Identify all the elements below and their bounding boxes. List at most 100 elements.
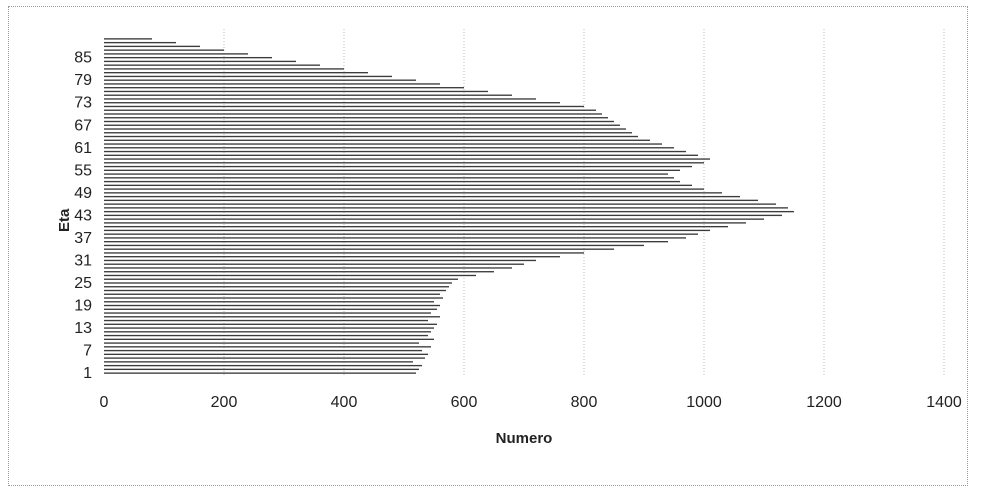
grid-layer	[223, 29, 945, 375]
bar-age-50	[104, 188, 704, 190]
y-tick-label: 73	[74, 95, 92, 112]
bar-age-79	[104, 79, 416, 81]
bar-age-31	[104, 259, 536, 262]
bar-age-8	[104, 346, 431, 348]
y-tick-label: 31	[74, 252, 92, 269]
y-tick-label: 61	[74, 140, 92, 157]
x-axis-title: Numero	[496, 430, 553, 447]
x-tick-label: 600	[451, 394, 478, 411]
bar-age-2	[104, 368, 419, 371]
bar-age-75	[104, 94, 512, 96]
bar-age-35	[104, 244, 644, 247]
bar-age-4	[104, 361, 413, 363]
x-tick-label: 1000	[686, 394, 722, 411]
x-tick-label: 1400	[926, 394, 962, 411]
bar-age-90	[104, 38, 152, 40]
bar-age-6	[104, 353, 428, 356]
bar-age-9	[104, 342, 419, 344]
y-tick-label: 67	[74, 117, 92, 134]
bar-age-42	[104, 218, 764, 220]
x-tick-label: 0	[100, 394, 109, 411]
y-tick-label: 55	[74, 162, 92, 179]
bar-age-28	[104, 271, 494, 273]
bar-age-46	[104, 203, 776, 205]
bar-age-14	[104, 323, 437, 325]
bar-age-77	[104, 87, 464, 89]
bar-age-72	[104, 105, 584, 108]
bar-age-76	[104, 90, 488, 93]
bar-age-16	[104, 316, 440, 318]
bar-age-38	[104, 233, 698, 235]
bar-age-60	[104, 150, 686, 153]
chart-frame: 1 7 13 19 25 31 37 43 49 55 61 67 73 79 85 0 200 400 600 8…	[8, 6, 968, 486]
bar-age-81	[104, 72, 368, 74]
x-tick-labels: 0 200 400 600 800 1000 1200 1400	[100, 394, 962, 411]
bar-age-18	[104, 308, 437, 310]
y-tick-label: 85	[74, 50, 92, 67]
bar-age-41	[104, 222, 746, 224]
bar-age-30	[104, 263, 524, 265]
y-tick-label: 19	[74, 298, 92, 315]
bar-age-57	[104, 162, 704, 164]
bar-age-69	[104, 117, 608, 119]
bar-age-64	[104, 135, 638, 138]
bar-age-15	[104, 319, 428, 322]
bar-age-26	[104, 278, 458, 280]
x-tick-label: 200	[211, 394, 238, 411]
y-tick-label: 1	[83, 365, 92, 382]
bar-age-22	[104, 293, 440, 295]
bar-age-62	[104, 143, 662, 145]
bar-age-80	[104, 75, 392, 78]
bar-age-40	[104, 225, 728, 228]
bar-age-70	[104, 113, 602, 115]
bar-age-20	[104, 301, 434, 303]
y-tick-label: 37	[74, 230, 92, 247]
bar-age-55	[104, 169, 680, 171]
bar-age-5	[104, 357, 425, 359]
x-tick-label: 800	[571, 394, 598, 411]
bar-age-67	[104, 124, 620, 126]
bar-age-43	[104, 214, 782, 217]
bar-age-83	[104, 64, 320, 66]
bar-age-44	[104, 210, 794, 213]
y-tick-label: 43	[74, 207, 92, 224]
bar-age-65	[104, 132, 632, 134]
bar-age-32	[104, 256, 560, 258]
bar-age-10	[104, 338, 434, 340]
bar-age-53	[104, 177, 674, 179]
bar-age-74	[104, 98, 536, 100]
bar-age-61	[104, 147, 674, 149]
bar-age-33	[104, 252, 584, 254]
bar-age-25	[104, 282, 452, 284]
bar-age-84	[104, 60, 296, 63]
y-tick-label: 25	[74, 275, 92, 292]
bar-age-27	[104, 274, 476, 277]
bar-age-88	[104, 45, 200, 48]
bar-age-45	[104, 207, 788, 209]
bar-age-86	[104, 53, 248, 55]
bar-age-17	[104, 312, 431, 314]
bar-age-13	[104, 327, 434, 329]
bar-age-37	[104, 237, 686, 239]
bar-age-21	[104, 297, 443, 299]
bar-age-87	[104, 49, 224, 51]
bar-age-78	[104, 83, 440, 85]
bar-chart: 1 7 13 19 25 31 37 43 49 55 61 67 73 79 85 0 200 400 600 8…	[56, 29, 962, 447]
bar-age-47	[104, 199, 758, 202]
bar-age-49	[104, 192, 722, 194]
bar-age-54	[104, 173, 668, 175]
bar-age-11	[104, 334, 428, 337]
bar-age-59	[104, 154, 698, 156]
bar-age-23	[104, 289, 446, 292]
bar-age-29	[104, 267, 512, 269]
y-tick-label: 7	[83, 343, 92, 360]
bar-age-39	[104, 229, 710, 232]
bar-age-85	[104, 56, 272, 59]
bar-age-63	[104, 139, 650, 141]
bar-age-58	[104, 158, 710, 160]
bar-age-51	[104, 184, 692, 187]
bar-age-36	[104, 241, 668, 243]
bars-layer	[104, 38, 794, 374]
bar-age-73	[104, 102, 560, 104]
bar-age-24	[104, 286, 449, 288]
